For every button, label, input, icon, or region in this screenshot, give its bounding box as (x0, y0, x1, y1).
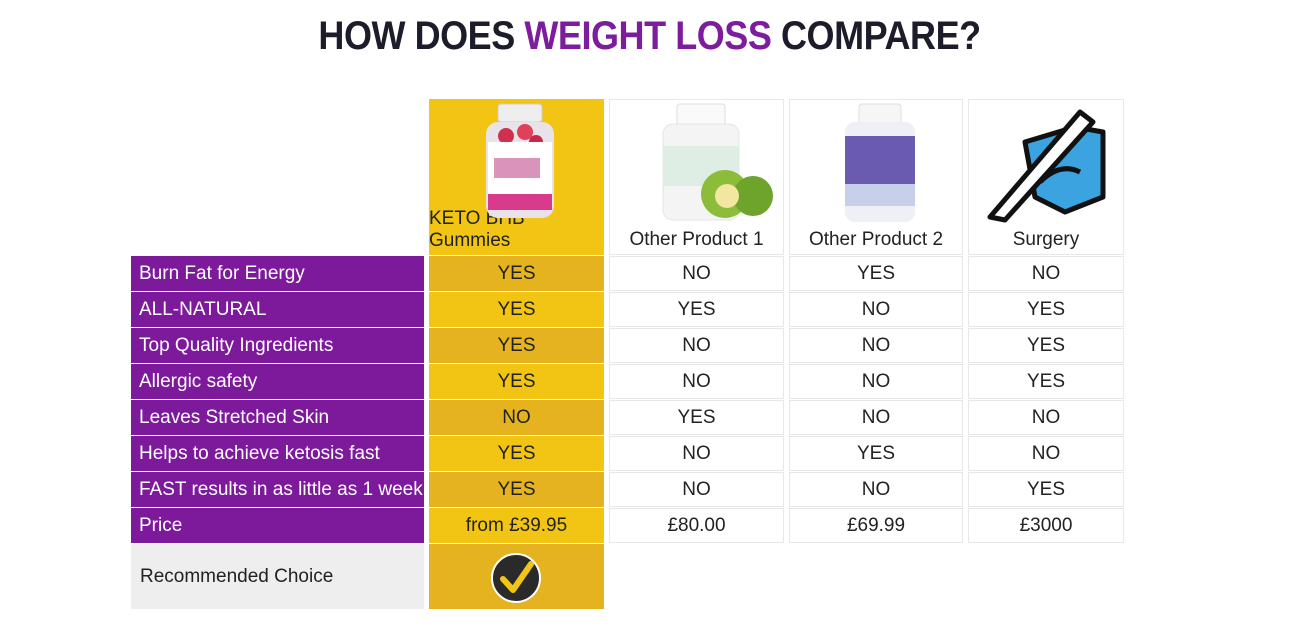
table-cell: NO (609, 328, 784, 363)
table-cell: £3000 (968, 508, 1124, 543)
row-label: Top Quality Ingredients (131, 328, 424, 363)
table-cell: YES (968, 292, 1124, 327)
recommended-label: Recommended Choice (131, 544, 424, 609)
table-cell: YES (968, 472, 1124, 507)
table-cell: NO (968, 256, 1124, 291)
row-label: Helps to achieve ketosis fast (131, 436, 424, 471)
row-label: ALL-NATURAL (131, 292, 424, 327)
table-cell: NO (609, 436, 784, 471)
table-cell: NO (789, 364, 963, 399)
table-cell: YES (968, 328, 1124, 363)
product-2-image (845, 103, 915, 222)
title-accent: WEIGHT LOSS (524, 14, 772, 58)
table-cell: YES (789, 436, 963, 471)
table-cell: YES (968, 364, 1124, 399)
title-part: COMPARE? (780, 14, 981, 58)
table-cell: NO (789, 472, 963, 507)
table-cell: YES (609, 400, 784, 435)
table-cell: YES (429, 292, 604, 327)
table-cell: YES (429, 436, 604, 471)
table-cell: NO (609, 472, 784, 507)
title-part: HOW DOES (318, 14, 515, 58)
table-cell: £69.99 (789, 508, 963, 543)
row-label: Allergic safety (131, 364, 424, 399)
table-cell: NO (968, 400, 1124, 435)
table-cell: NO (968, 436, 1124, 471)
table-cell: YES (429, 364, 604, 399)
table-cell: YES (429, 328, 604, 363)
check-icon (491, 553, 541, 603)
row-label: Price (131, 508, 424, 543)
row-label: Burn Fat for Energy (131, 256, 424, 291)
row-label: FAST results in as little as 1 week (131, 472, 424, 507)
table-cell: YES (609, 292, 784, 327)
table-cell: NO (429, 400, 604, 435)
table-cell: NO (789, 328, 963, 363)
table-cell: NO (789, 400, 963, 435)
table-cell: YES (789, 256, 963, 291)
product-1-image (662, 103, 773, 221)
table-cell: £80.00 (609, 508, 784, 543)
table-cell: NO (609, 256, 784, 291)
surgery-icon (987, 109, 1106, 223)
table-cell: YES (429, 256, 604, 291)
gummies-bottle (486, 103, 554, 218)
table-cell: YES (429, 472, 604, 507)
table-cell: from £39.95 (429, 508, 604, 543)
table-cell: NO (609, 364, 784, 399)
row-label: Leaves Stretched Skin (131, 400, 424, 435)
page-title: HOW DOES WEIGHT LOSS COMPARE? (65, 14, 1234, 59)
table-cell: NO (789, 292, 963, 327)
